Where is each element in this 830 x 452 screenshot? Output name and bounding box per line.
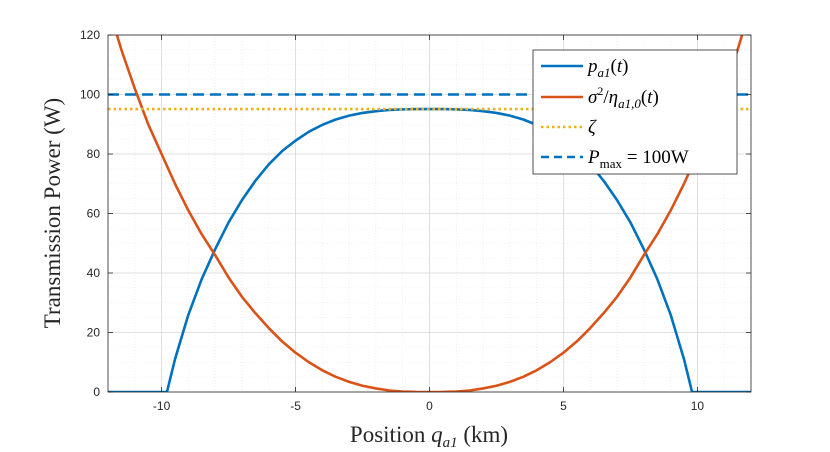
series-line-ratio [115, 35, 744, 392]
y-tick-label: 40 [87, 266, 101, 280]
x-tick-label: 5 [560, 399, 567, 413]
y-tick-label: 60 [87, 207, 101, 221]
y-axis-label: Transmission Power (W) [40, 98, 65, 328]
y-tick-label: 80 [87, 147, 101, 161]
y-tick-label: 0 [93, 385, 100, 399]
y-tick-label: 100 [80, 88, 100, 102]
x-tick-label: -5 [290, 399, 301, 413]
y-tick-label: 120 [80, 28, 100, 42]
x-tick-label: 10 [691, 399, 705, 413]
legend-box [532, 49, 738, 175]
legend-label-zeta: ζ [588, 117, 597, 138]
y-tick-label: 20 [87, 326, 101, 340]
x-tick-label: 0 [426, 399, 433, 413]
x-axis-label: Position qa1 (km) [350, 422, 508, 451]
legend: pa1(t) σ2/ηa1,0(t) ζ Pmax = 100W [532, 49, 738, 175]
x-tick-label: -10 [153, 399, 171, 413]
